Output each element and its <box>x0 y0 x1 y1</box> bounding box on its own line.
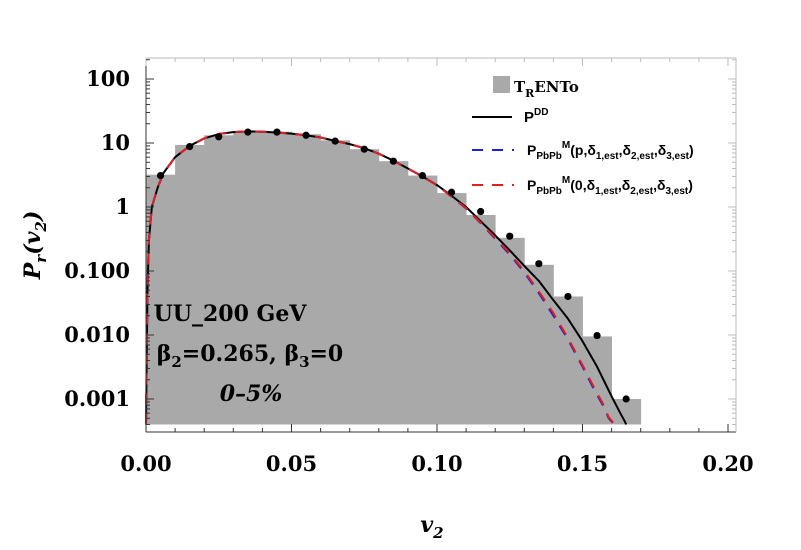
ticks-layer: 0.00 0.05 0.10 0.15 0.20 0.001 0.010 0.100 1 10 10… <box>64 58 754 476</box>
data-point <box>389 157 397 165</box>
histogram-bar <box>611 399 642 425</box>
data-point <box>273 128 281 136</box>
points-layer <box>156 128 630 403</box>
data-point <box>477 207 485 216</box>
annotation-beta: β2=0.265, β3=0 <box>157 341 344 371</box>
legend-swatch-trento <box>493 76 510 93</box>
data-point <box>360 145 368 153</box>
data-point <box>622 395 630 403</box>
annotation-system: UU_200 GeV <box>154 301 308 327</box>
histogram-bar <box>291 134 321 425</box>
legend-label-trento: TRENTo <box>514 78 579 100</box>
curves-layer <box>145 130 628 426</box>
histogram-bar <box>262 131 292 425</box>
legend-label-fit-p: PPbPbM(p,δ1,est,δ2,est,δ3,est) <box>527 140 694 162</box>
histogram-bar <box>495 237 525 425</box>
data-point <box>156 171 165 180</box>
y-tick-label: 0.001 <box>64 386 130 411</box>
annotation-centrality: 0–5% <box>220 381 283 407</box>
histogram-bar <box>437 193 467 425</box>
x-tick-label: 0.15 <box>557 451 608 476</box>
histogram-bar <box>553 296 583 425</box>
histogram-layer <box>146 131 642 425</box>
histogram-bar <box>349 149 380 425</box>
histogram-bar <box>378 161 409 425</box>
y-tick-label: 0.100 <box>64 258 130 283</box>
x-tick-label: 0.05 <box>266 451 317 476</box>
data-point <box>215 133 223 141</box>
legend-label-pdd: PDD <box>524 107 548 126</box>
data-point <box>535 260 543 268</box>
histogram-bar <box>320 140 351 425</box>
data-point <box>302 131 310 139</box>
y-tick-label: 1 <box>115 194 130 219</box>
data-point <box>186 142 194 151</box>
curve-fit-0 <box>145 130 616 426</box>
legend: TRENTo PDD PPbPbM(p,δ1,est,δ2,est,δ3,est… <box>472 76 694 197</box>
data-point <box>506 232 514 240</box>
x-tick-label: 0.20 <box>702 451 753 476</box>
data-point <box>593 331 601 340</box>
x-tick-label: 0.00 <box>120 451 171 476</box>
histogram-bar <box>175 145 205 425</box>
data-point <box>447 188 456 196</box>
histogram-bar <box>524 264 554 425</box>
histogram-bar <box>233 132 263 425</box>
y-axis-title: Pr(v2) <box>20 211 50 281</box>
histogram-bar <box>407 175 438 425</box>
data-point <box>418 171 427 180</box>
y-tick-label: 0.010 <box>64 322 130 347</box>
legend-label-fit-0: PPbPbM(0,δ1,est,δ2,est,δ3,est) <box>527 175 693 197</box>
x-tick-label: 0.10 <box>411 451 462 476</box>
x-axis-title: v2 <box>420 512 443 542</box>
plot-frame <box>145 57 737 433</box>
y-tick-label: 100 <box>86 66 130 91</box>
data-point <box>244 128 252 136</box>
data-point <box>331 137 339 145</box>
y-tick-label: 10 <box>101 130 130 155</box>
histogram-bar <box>466 214 496 425</box>
data-point <box>564 292 572 301</box>
histogram-bar <box>204 135 234 425</box>
